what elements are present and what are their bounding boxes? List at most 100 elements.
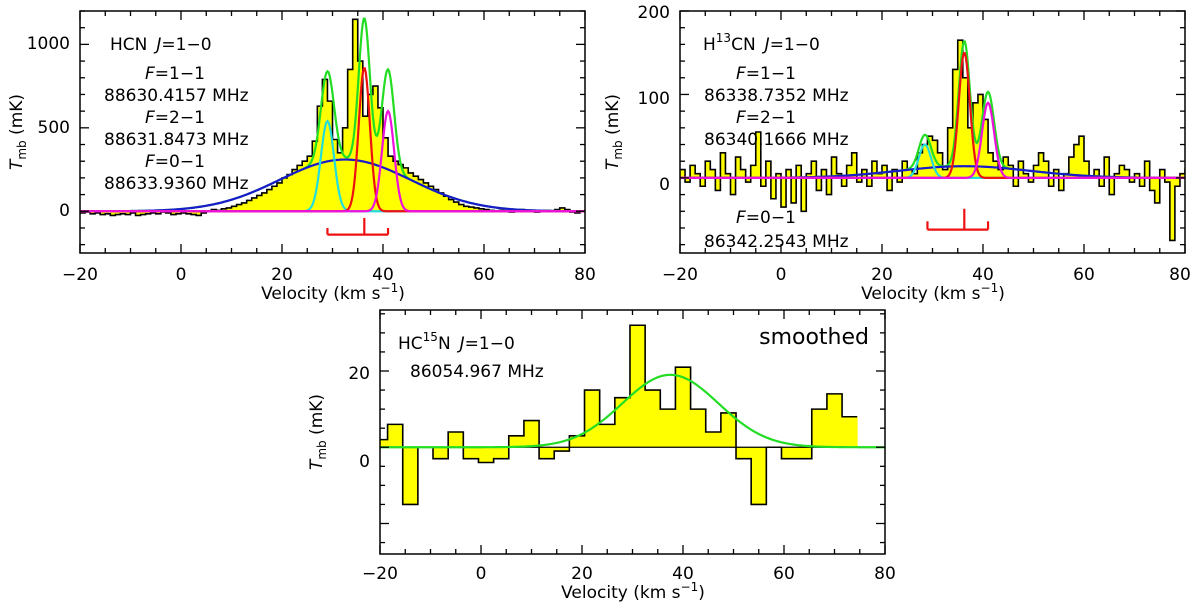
h13cn-spectrum-channel <box>1104 157 1110 178</box>
h13cn-spectrum-channel <box>690 165 696 178</box>
hcn-spectrum-channel <box>322 79 328 212</box>
h13cn-spectrum-channel <box>1174 177 1181 187</box>
h13cn-x-tick-label: 40 <box>972 265 994 285</box>
hcn-y-tick-label: 1000 <box>27 34 70 54</box>
h13cn-spectrum-histogram <box>680 39 1185 242</box>
h13cn-f01-label: F=0−1 <box>736 208 796 228</box>
hc15n-spectrum-channel <box>811 409 828 448</box>
h13cn-spectrum-channel <box>786 169 792 178</box>
hc15n-spectrum-channel <box>493 447 510 459</box>
h13cn-spectrum-channel <box>897 177 903 183</box>
hcn-spectrum-channel <box>448 199 455 212</box>
hc15n-spectrum-channel <box>554 447 570 452</box>
h13cn-spectrum-channel <box>942 169 949 178</box>
hc15n-x-tick-labels: −20 0 20 40 60 80 <box>362 564 896 584</box>
hcn-spectrum-channel <box>246 200 253 212</box>
h13cn-spectrum-channel <box>841 177 848 187</box>
hcn-spectrum-channel <box>357 61 364 212</box>
hcn-spectrum-channel <box>231 206 237 212</box>
hcn-spectrum-channel <box>453 202 460 212</box>
hcn-spectrum-channel <box>362 116 369 212</box>
hcn-spectrum-channel <box>115 211 121 215</box>
h13cn-spectrum-channel <box>967 127 974 178</box>
hcn-spectrum-channel <box>276 182 283 212</box>
hcn-spectrum-channel <box>175 211 182 214</box>
h13cn-spectrum-channel <box>755 132 762 178</box>
hc15n-y-tick-label: 20 <box>348 364 370 384</box>
hcn-spectrum-channel <box>458 204 465 212</box>
hcn-spectrum-channel <box>478 208 485 212</box>
h13cn-spectrum-channel <box>998 169 1004 178</box>
h13cn-spectrum-channel <box>892 169 898 178</box>
h13cn-spectrum-channel <box>1119 165 1125 178</box>
hc15n-spectrum-channel <box>523 420 540 448</box>
h13cn-spectrum-channel <box>715 177 721 191</box>
h13cn-spectrum-channel <box>851 152 858 178</box>
hcn-spectrum-channel <box>125 211 131 215</box>
h13cn-f01-frequency: 86342.2543 MHz <box>704 232 849 252</box>
hcn-spectrum-channel <box>251 197 258 212</box>
hc15n-y-tick-label: 0 <box>359 452 370 472</box>
hcn-spectrum-channel <box>236 204 242 212</box>
h13cn-spectrum-channel <box>1048 177 1055 187</box>
hcn-spectrum-channel <box>342 127 349 212</box>
h13cn-f11-frequency: 86338.7352 MHz <box>704 86 849 106</box>
h13cn-spectrum-channel <box>1134 173 1140 178</box>
hc15n-spectrum-channel <box>448 432 464 448</box>
h13cn-spectrum-channel <box>1149 177 1156 191</box>
hcn-x-tick-label: 40 <box>372 265 394 285</box>
h13cn-spectrum-channel <box>1144 161 1151 178</box>
h13cn-spectrum-channel <box>816 177 822 191</box>
h13cn-spectrum-channel <box>705 161 711 178</box>
hc15n-spectrum-channel <box>690 409 707 448</box>
hcn-f11-label: F=1−1 <box>145 64 205 84</box>
h13cn-spectrum-channel <box>685 177 691 183</box>
h13cn-spectrum-channel <box>680 169 686 178</box>
h13cn-spectrum-channel <box>1023 173 1029 178</box>
h13cn-spectrum-channel <box>1099 177 1105 187</box>
hc15n-smoothed-tag: smoothed <box>759 325 869 350</box>
h13cn-spectrum-channel <box>1008 165 1014 178</box>
hcn-x-tick-label: 20 <box>271 265 293 285</box>
hcn-spectrum-channel <box>170 211 177 215</box>
h13cn-molecule-label: H13CN J=1−0 <box>703 31 820 55</box>
hcn-spectrum-channel <box>383 137 389 212</box>
hcn-spectrum-channel <box>292 169 298 212</box>
h13cn-f11-label: F=1−1 <box>736 64 796 84</box>
hcn-x-axis-title: Velocity (km s−1) <box>261 281 405 304</box>
hcn-spectrum-channel <box>302 161 308 212</box>
hcn-spectrum-channel <box>155 211 162 214</box>
h13cn-spectrum-channel <box>831 157 837 178</box>
h13cn-spectrum-channel <box>1185 170 1190 178</box>
hcn-spectrum-channel <box>347 69 354 212</box>
h13cn-spectrum-channel <box>1028 177 1034 183</box>
h13cn-x-tick-label: 80 <box>1169 265 1191 285</box>
h13cn-y-tick-label: 0 <box>659 175 670 195</box>
h13cn-spectrum-channel <box>962 77 969 178</box>
hc15n-x-tick-label: 0 <box>476 564 487 584</box>
hcn-spectrum-channel <box>559 207 566 212</box>
h13cn-spectrum-channel <box>775 173 782 178</box>
h13cn-spectrum-channel <box>781 177 787 208</box>
h13cn-spectrum-channel <box>821 169 827 178</box>
hcn-x-tick-label: 60 <box>473 265 495 285</box>
hc15n-y-axis-title: Tmb (mK) <box>307 394 329 470</box>
hc15n-spectrum-histogram <box>380 324 858 506</box>
hcn-molecule-label: HCN J=1−0 <box>110 35 212 55</box>
hcn-spectrum-channel <box>332 139 338 212</box>
h13cn-spectrum-channel <box>765 161 772 178</box>
hcn-f-0-1-component-curve <box>80 109 585 213</box>
h13cn-x-tick-label: 20 <box>871 265 893 285</box>
h13cn-y-axis-title: Tmb (mK) <box>603 94 625 170</box>
hc15n-spectrum-channel <box>842 416 858 448</box>
hcn-spectrum-channel <box>226 207 232 212</box>
hcn-spectrum-channel <box>403 167 409 212</box>
hcn-spectrum-channel <box>393 161 399 212</box>
h13cn-spectrum-channel <box>907 169 913 178</box>
hc15n-spectrum-channel <box>736 447 752 459</box>
hcn-spectrum-channel <box>337 152 343 212</box>
h13cn-spectrum-channel <box>740 169 747 178</box>
hc15n-spectrum-channel <box>599 424 616 448</box>
h13cn-plot-area <box>680 39 1190 242</box>
